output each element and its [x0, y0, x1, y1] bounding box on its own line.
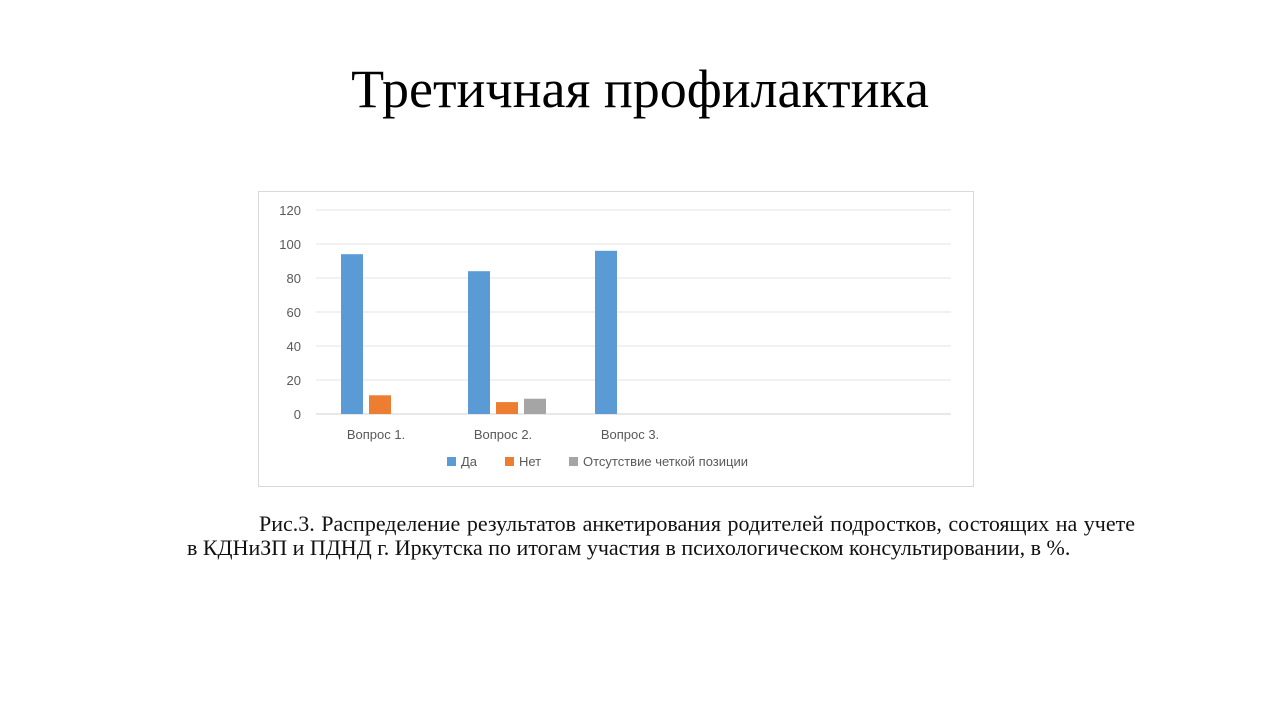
legend-label: Нет	[519, 454, 541, 469]
y-tick-label: 120	[279, 203, 301, 218]
x-tick-label: Вопрос 1.	[347, 427, 405, 442]
bar-1-3	[595, 250, 617, 414]
legend-swatch	[505, 457, 514, 466]
caption-text: Рис.3. Распределение результатов анкетир…	[187, 511, 1135, 560]
chart-container: 0 20 40 60 80 100 120 Вопрос 1. Вопрос 2. Вопрос …	[258, 191, 974, 487]
legend-label: Да	[461, 454, 478, 469]
bar-2-2	[496, 402, 518, 414]
x-tick-label: Вопрос 3.	[601, 427, 659, 442]
legend-swatch	[569, 457, 578, 466]
x-tick-label: Вопрос 2.	[474, 427, 532, 442]
y-tick-label: 40	[287, 339, 301, 354]
y-tick-label: 0	[294, 407, 301, 422]
y-tick-label: 20	[287, 373, 301, 388]
bar-1-2	[468, 271, 490, 414]
y-tick-label: 100	[279, 237, 301, 252]
legend-swatch	[447, 457, 456, 466]
bar-3-2	[524, 398, 546, 414]
slide-title: Третичная профилактика	[351, 59, 929, 119]
figure-caption: Рис.3. Распределение результатов анкетир…	[187, 512, 1135, 560]
legend-label: Отсутствие четкой позиции	[583, 454, 748, 469]
bar-1-1	[341, 254, 363, 414]
bar-chart: 0 20 40 60 80 100 120 Вопрос 1. Вопрос 2. Вопрос …	[279, 203, 951, 469]
y-tick-label: 60	[287, 305, 301, 320]
y-tick-label: 80	[287, 271, 301, 286]
bar-2-1	[369, 395, 391, 414]
